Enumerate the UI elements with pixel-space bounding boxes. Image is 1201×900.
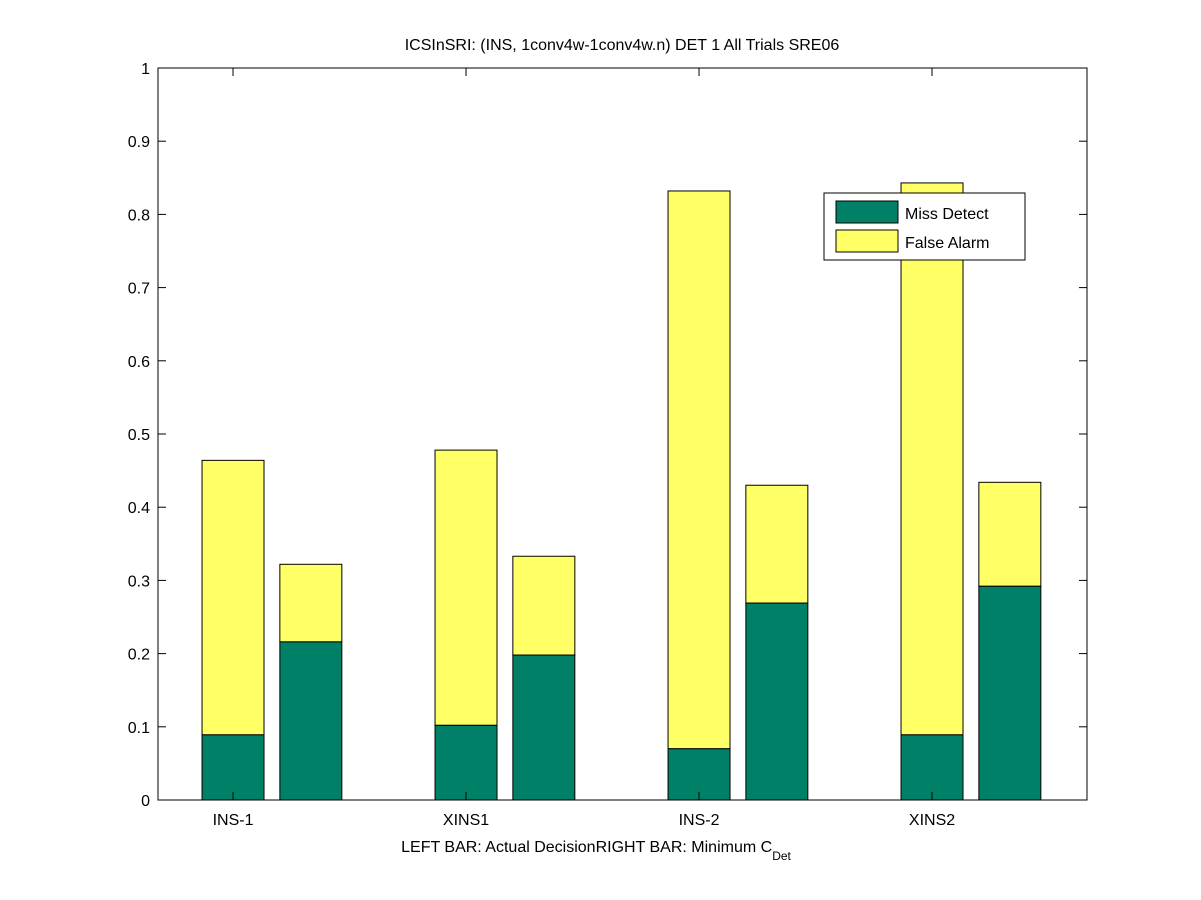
x-label-right: RIGHT BAR: Minimum C [596,839,773,856]
bar-miss-detect-xins1-left [434,724,498,801]
bar-false-alarm-ins-1-left [201,459,265,736]
x-tick-label: XINS2 [909,812,955,829]
y-tick-label: 0.5 [128,427,150,444]
y-tick-label: 0 [141,793,150,810]
bar-false-alarm-xins2-right [978,481,1042,587]
x-label-left: LEFT BAR: Actual Decision [401,839,595,856]
y-tick-label: 0.3 [128,573,150,590]
bar-miss-detect-xins2-right [978,585,1042,801]
x-axis-label: LEFT BAR: Actual DecisionRIGHT BAR: Mini… [401,839,791,863]
y-tick-label: 1 [141,61,150,78]
bar-false-alarm-ins-1-right [279,563,343,643]
bar-false-alarm-xins1-right [512,555,576,656]
y-tick-label: 0.1 [128,720,150,737]
chart-title: ICSInSRI: (INS, 1conv4w-1conv4w.n) DET 1… [405,37,840,54]
bar-miss-detect-ins-2-left [667,748,731,801]
y-tick-label: 0.9 [128,134,150,151]
legend: Miss Detect False Alarm [823,192,1026,261]
x-axis: INS-1 XINS1 INS-2 XINS2 [213,68,955,829]
bar-false-alarm-xins2-left [900,182,964,736]
y-tick-label: 0.8 [128,207,150,224]
bar-miss-detect-ins-1-left [201,734,265,801]
bar-false-alarm-ins-2-left [667,190,731,750]
x-tick-label: XINS1 [443,812,489,829]
y-tick-label: 0.2 [128,647,150,664]
bar-miss-detect-xins1-right [512,654,576,801]
bar-miss-detect-ins-2-right [745,602,809,801]
bars-group [201,182,1042,801]
y-tick-label: 0.7 [128,281,150,298]
legend-swatch-miss-detect [835,200,899,224]
y-tick-label: 0.4 [128,500,150,517]
legend-label-miss-detect: Miss Detect [905,206,989,223]
bar-false-alarm-xins1-left [434,449,498,726]
legend-swatch-false-alarm [835,229,899,253]
y-tick-label: 0.6 [128,354,150,371]
bar-false-alarm-ins-2-right [745,484,809,604]
x-tick-label: INS-1 [213,812,254,829]
x-tick-label: INS-2 [679,812,720,829]
x-label-subscript: Det [772,849,791,863]
bar-miss-detect-xins2-left [900,734,964,801]
legend-label-false-alarm: False Alarm [905,235,989,252]
bar-miss-detect-ins-1-right [279,641,343,801]
y-axis: 0 0.1 0.2 0.3 0.4 0.5 0.6 0.7 0.8 0.9 1 [128,61,1087,810]
